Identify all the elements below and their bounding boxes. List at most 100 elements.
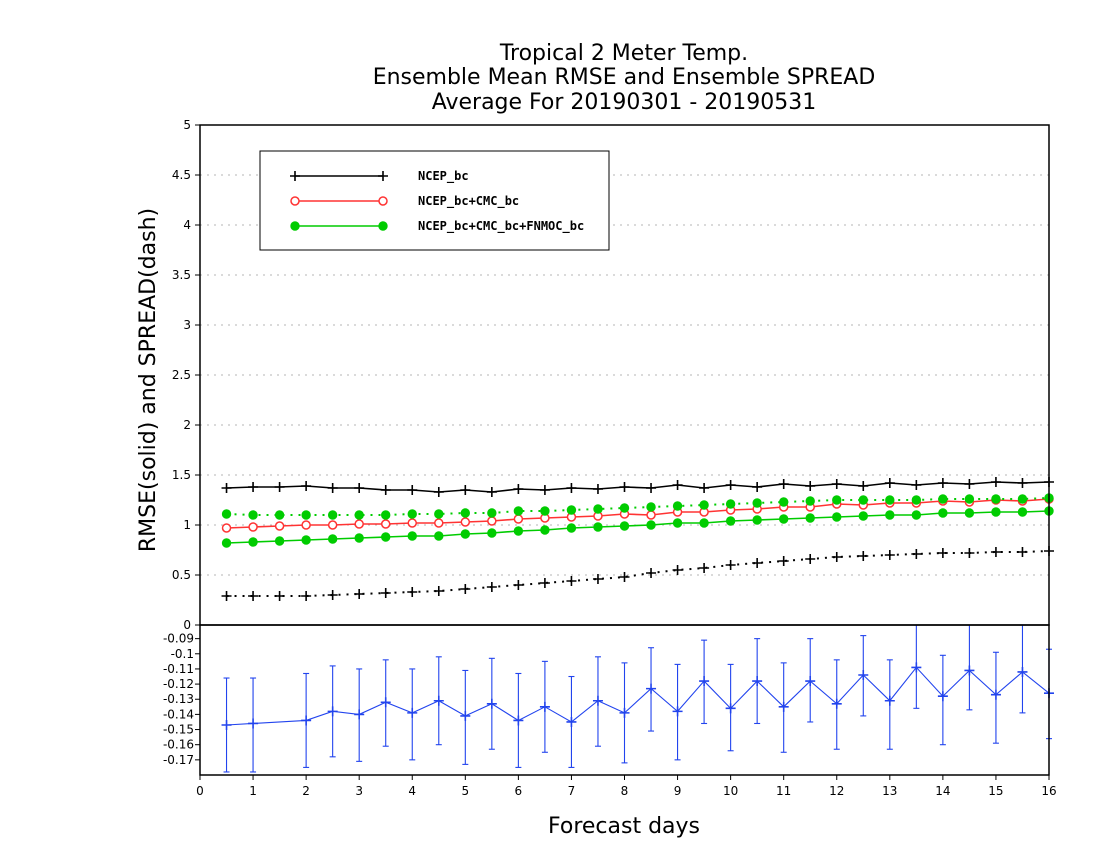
x-tick-label: 2 bbox=[302, 784, 310, 798]
y-tick-label: -0.13 bbox=[163, 692, 194, 706]
difference-point bbox=[858, 670, 869, 680]
difference-point bbox=[407, 707, 418, 718]
spread-point bbox=[911, 549, 922, 559]
difference-point bbox=[672, 706, 683, 717]
difference-point bbox=[805, 676, 816, 687]
spread-point bbox=[778, 497, 789, 507]
difference-point bbox=[460, 710, 471, 721]
rmse-point bbox=[699, 518, 709, 528]
x-tick-label: 3 bbox=[355, 784, 363, 798]
spread-point bbox=[354, 589, 365, 599]
rmse-point bbox=[327, 483, 338, 493]
rmse-point bbox=[858, 481, 869, 491]
rmse-point bbox=[380, 519, 391, 529]
rmse-point bbox=[221, 523, 232, 533]
y-tick-label: -0.17 bbox=[163, 753, 194, 767]
rmse-point bbox=[646, 510, 656, 520]
spread-point bbox=[380, 588, 391, 598]
rmse-point bbox=[381, 532, 391, 542]
rmse-point bbox=[407, 531, 417, 541]
rmse-point bbox=[832, 512, 842, 522]
spread-line-2 bbox=[226, 497, 1050, 516]
difference-point bbox=[592, 695, 603, 706]
rmse-point bbox=[354, 519, 364, 529]
rmse-line-0 bbox=[226, 481, 1050, 493]
spread-point bbox=[248, 510, 258, 520]
spread-point bbox=[301, 510, 311, 520]
x-tick-label: 4 bbox=[408, 784, 416, 798]
spread-point bbox=[778, 556, 789, 566]
spread-point bbox=[725, 499, 736, 509]
difference-point bbox=[831, 698, 842, 709]
bottom-panel-y-ticks: -0.09-0.1-0.11-0.12-0.13-0.14 -0.15-0.16-… bbox=[163, 632, 200, 767]
spread-point bbox=[991, 494, 1001, 504]
x-tick-label: 0 bbox=[196, 784, 204, 798]
spread-point bbox=[460, 584, 471, 594]
spread-point bbox=[513, 580, 524, 590]
spread-point bbox=[672, 565, 683, 575]
difference-point bbox=[566, 716, 577, 727]
difference-point bbox=[513, 715, 524, 726]
x-tick-label: 12 bbox=[829, 784, 844, 798]
rmse-point bbox=[221, 483, 232, 493]
spread-point bbox=[274, 591, 285, 601]
rmse-point bbox=[301, 535, 311, 545]
spread-point bbox=[911, 495, 922, 505]
rmse-line-2 bbox=[226, 510, 1050, 544]
rmse-point bbox=[354, 483, 365, 493]
spread-point bbox=[381, 510, 391, 520]
difference-point bbox=[937, 691, 948, 702]
spread-point bbox=[327, 510, 338, 520]
spread-point bbox=[805, 496, 815, 506]
y-tick-label: -0.09 bbox=[163, 632, 194, 646]
spread-point bbox=[513, 506, 524, 516]
rmse-point bbox=[566, 483, 577, 493]
difference-point bbox=[699, 676, 710, 687]
rmse-point bbox=[964, 479, 975, 489]
rmse-point bbox=[407, 518, 417, 528]
spread-point bbox=[752, 558, 763, 568]
rmse-point bbox=[566, 523, 577, 533]
rmse-point bbox=[380, 485, 391, 495]
x-tick-label: 5 bbox=[461, 784, 469, 798]
x-tick-label: 13 bbox=[882, 784, 897, 798]
rmse-point bbox=[991, 507, 1001, 517]
y-tick-label: 3.5 bbox=[172, 268, 191, 282]
x-tick-label: 7 bbox=[568, 784, 576, 798]
legend-marker bbox=[378, 196, 388, 206]
rmse-point bbox=[911, 510, 922, 520]
x-tick-label: 8 bbox=[621, 784, 629, 798]
x-tick-label: 11 bbox=[776, 784, 791, 798]
y-tick-label: 2 bbox=[183, 418, 191, 432]
spread-point bbox=[964, 494, 975, 504]
rmse-point bbox=[486, 487, 497, 497]
rmse-point bbox=[672, 518, 683, 528]
spread-point bbox=[407, 509, 417, 519]
rmse-point bbox=[778, 479, 789, 489]
rmse-point bbox=[885, 510, 895, 520]
spread-point bbox=[460, 508, 471, 518]
rmse-point bbox=[752, 482, 763, 492]
spread-point bbox=[619, 572, 630, 582]
spread-point bbox=[646, 502, 656, 512]
y-tick-label: 1 bbox=[183, 518, 191, 532]
spread-point bbox=[354, 510, 364, 520]
spread-point bbox=[831, 552, 842, 562]
rmse-point bbox=[301, 481, 312, 491]
spread-point bbox=[248, 591, 259, 601]
legend: NCEP_bc NCEP_bc+CMC_bc NCEP_bc+CMC_bc+FNMO… bbox=[259, 150, 610, 251]
bottom-panel-series bbox=[221, 624, 1054, 773]
rmse-point bbox=[831, 479, 842, 489]
top-panel-y-ticks: 0 0.5 1 1.5 2 2.5 3 3.5 4 4.5 5 bbox=[172, 118, 200, 632]
difference-point bbox=[725, 703, 736, 714]
rmse-point bbox=[460, 485, 471, 495]
y-tick-label: 4.5 bbox=[172, 168, 191, 182]
rmse-point bbox=[1017, 478, 1028, 488]
y-axis-label: RMSE(solid) and SPREAD(dash) bbox=[136, 208, 161, 552]
spread-point bbox=[884, 550, 895, 560]
spread-point bbox=[566, 576, 577, 586]
spread-point bbox=[433, 586, 444, 596]
bottom-panel-frame bbox=[199, 624, 1050, 776]
rmse-point bbox=[592, 484, 603, 494]
rmse-point bbox=[699, 483, 710, 493]
